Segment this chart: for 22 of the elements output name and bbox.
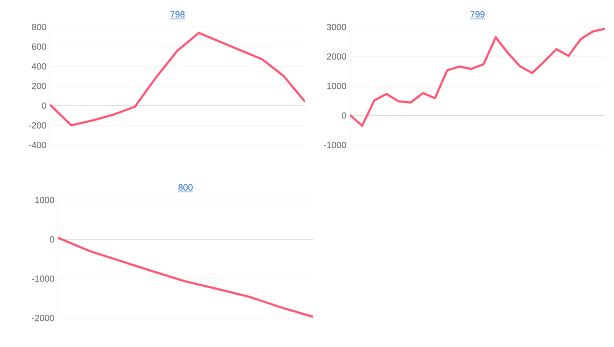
y-tick-label: -2000	[32, 314, 54, 322]
y-tick-label: 800	[32, 24, 46, 30]
chart-title: 798	[170, 11, 185, 18]
y-tick-label: 0	[42, 102, 46, 109]
y-tick-label: 200	[32, 82, 46, 90]
y-tick-label: -400	[28, 142, 46, 148]
y-tick-label: 2000	[326, 53, 346, 60]
y-tick-label: 600	[32, 43, 46, 50]
y-tick-label: 400	[32, 63, 46, 70]
y-tick-label: -200	[28, 122, 46, 129]
y-tick-label: 1000	[327, 82, 346, 90]
chart-title: 800	[178, 184, 193, 191]
y-tick-label: 0	[50, 236, 54, 243]
y-tick-label: -1000	[32, 275, 54, 282]
line-series	[350, 28, 606, 127]
line-series	[50, 32, 306, 126]
chart-title: 799	[470, 11, 485, 18]
line-series	[58, 236, 313, 318]
y-tick-label: 1000	[35, 196, 54, 204]
y-tick-label: -1000	[324, 142, 346, 148]
y-tick-label: 3000	[326, 24, 346, 30]
y-tick-label: 0	[342, 112, 346, 119]
